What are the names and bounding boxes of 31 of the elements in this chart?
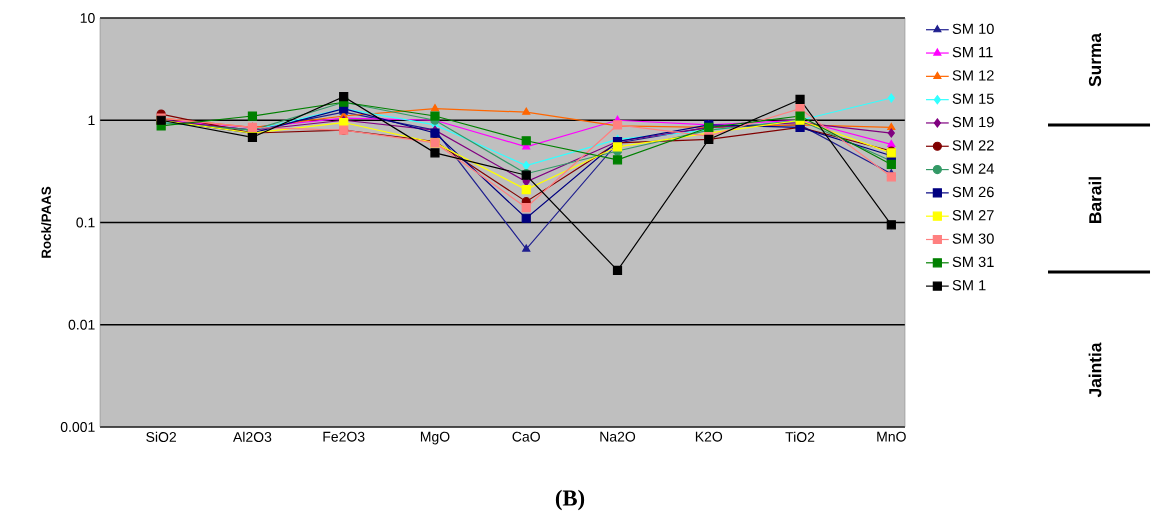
text: Barail	[1088, 177, 1102, 223]
text: Jaintia	[1088, 342, 1102, 398]
y-tick-label: 1	[88, 115, 95, 126]
x-tick-label: Al2O3	[232, 431, 272, 442]
x-tick-label: SiO2	[146, 431, 176, 442]
y-tick-label: 10	[80, 13, 95, 23]
legend-label: SM 10	[952, 23, 994, 34]
x-tick-label: K2O	[695, 431, 723, 442]
legend-label: SM 31	[952, 256, 994, 268]
legend-label: SM 30	[952, 233, 994, 244]
y-tick-label: 0.01	[68, 319, 95, 330]
y-axis-title: Rock/PAAS	[41, 186, 52, 258]
text: Surma	[1088, 32, 1102, 87]
x-tick-label: MgO	[420, 431, 450, 445]
x-tick-label: TiO2	[785, 431, 815, 442]
legend-label: SM 19	[952, 116, 994, 128]
y-tick-label: 0.1	[76, 217, 95, 228]
text: (B)	[555, 489, 585, 511]
legend-label: SM 26	[952, 186, 994, 198]
legend-label: SM 22	[952, 140, 994, 151]
y-tick-label: 0.001	[60, 422, 95, 432]
legend-label: SM 27	[952, 210, 994, 221]
legend-label: SM 24	[952, 163, 994, 174]
x-tick-label: Na2O	[600, 431, 636, 442]
x-tick-label: Fe2O3	[323, 431, 365, 442]
legend-label: SM 1	[952, 280, 986, 291]
x-tick-label: MnO	[877, 431, 906, 442]
legend-label: SM 15	[952, 93, 994, 104]
legend-label: SM 12	[952, 70, 994, 81]
x-tick-label: CaO	[512, 431, 540, 442]
legend-label: SM 11	[952, 46, 993, 58]
